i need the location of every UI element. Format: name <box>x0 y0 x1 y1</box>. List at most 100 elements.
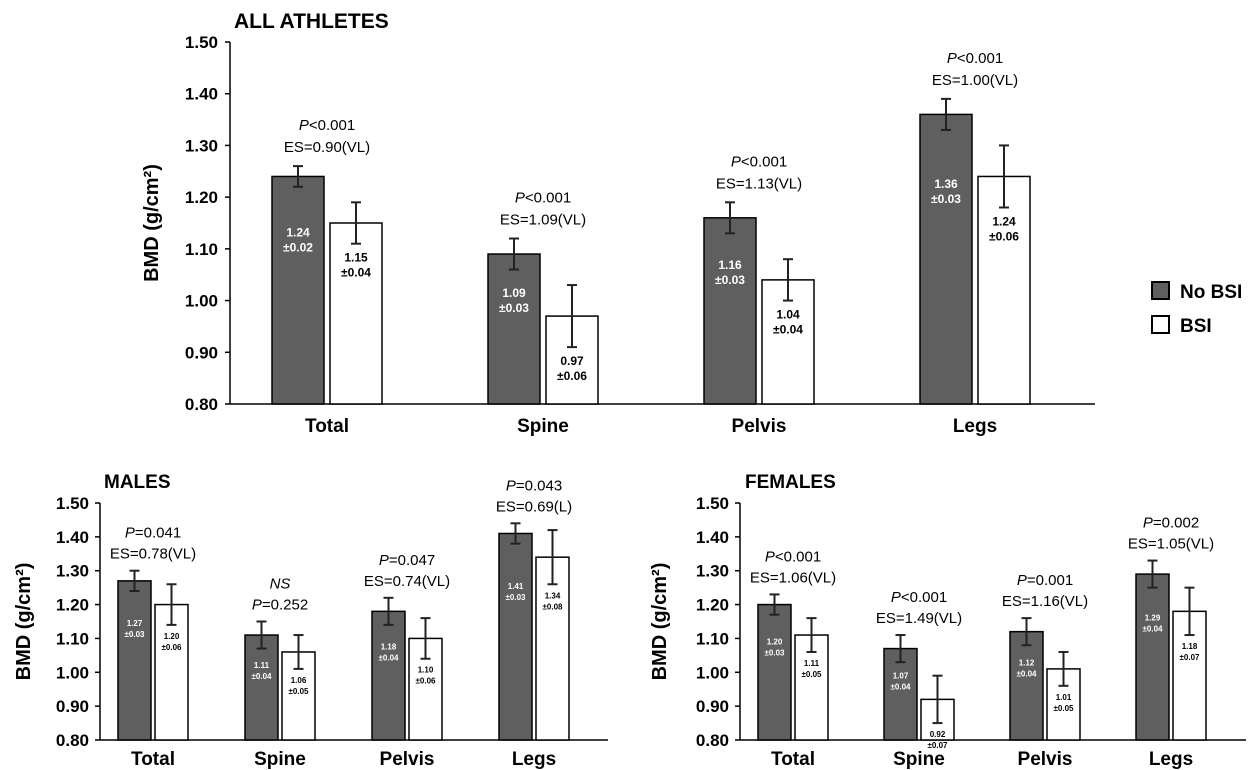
p-value-annotation: P=0.043 <box>506 477 562 494</box>
y-tick-label: 1.40 <box>56 528 89 547</box>
legend-swatch-bsi <box>1151 315 1170 334</box>
legend-label-bsi: BSI <box>1180 316 1212 337</box>
data-label-error: ±0.05 <box>289 687 310 696</box>
chart-panel-0: ALL ATHLETES BMD (g/cm²) 0.80 0.90 1.00 1.10 1… <box>141 10 1095 437</box>
bar-no-bsi <box>703 217 757 405</box>
data-label-error: ±0.08 <box>543 602 564 611</box>
x-tick-label: Spine <box>517 416 569 437</box>
legend: No BSI BSI <box>1151 281 1242 337</box>
effect-size-annotation: ES=0.69(L) <box>496 498 572 515</box>
p-value-annotation: P<0.001 <box>947 50 1003 67</box>
chart-title: ALL ATHLETES <box>234 10 389 33</box>
effect-size-annotation: ES=1.09(VL) <box>500 212 586 229</box>
data-label-error: ±0.04 <box>341 266 371 280</box>
p-value-annotation: P<0.001 <box>765 548 821 565</box>
x-tick-label: Legs <box>953 416 997 437</box>
y-tick-label: 1.20 <box>185 188 218 207</box>
data-label-error: ±0.03 <box>765 648 786 657</box>
bar-no-bsi <box>919 113 973 405</box>
data-label-error: ±0.07 <box>928 741 949 750</box>
data-label-value: 1.34 <box>545 591 561 600</box>
data-label-error: ±0.04 <box>773 323 803 337</box>
y-tick-label: 0.80 <box>696 731 729 750</box>
data-label-value: 1.18 <box>1182 642 1198 651</box>
bar-bsi <box>154 603 189 741</box>
data-label-value: 0.97 <box>560 354 584 368</box>
p-value-annotation: P<0.001 <box>891 589 947 606</box>
data-label-error: ±0.04 <box>1017 669 1038 678</box>
data-label-error: ±0.03 <box>506 593 527 602</box>
data-label-error: ±0.04 <box>252 672 273 681</box>
data-label-error: ±0.06 <box>557 369 587 383</box>
legend-swatch-no-bsi <box>1151 281 1170 300</box>
y-tick-label: 1.30 <box>185 136 218 155</box>
y-tick-label: 1.00 <box>185 292 218 311</box>
data-label-value: 1.24 <box>992 214 1016 228</box>
x-tick-label: Spine <box>893 749 945 770</box>
p-value-annotation: P<0.001 <box>299 117 355 134</box>
y-tick-label: 1.20 <box>696 596 729 615</box>
x-tick-label: Total <box>771 749 815 770</box>
x-tick-label: Legs <box>1149 749 1193 770</box>
data-label-value: 1.24 <box>286 226 310 240</box>
bar-no-bsi <box>271 175 325 405</box>
data-label-error: ±0.03 <box>499 301 529 315</box>
effect-size-annotation: ES=1.13(VL) <box>716 175 802 192</box>
data-label-error: ±0.04 <box>1143 625 1164 634</box>
chart-title: MALES <box>104 472 171 493</box>
effect-size-annotation: ES=1.16(VL) <box>1002 593 1088 610</box>
y-tick-label: 0.90 <box>696 697 729 716</box>
bar-no-bsi <box>117 580 152 741</box>
bar-no-bsi <box>371 610 406 741</box>
y-axis-label: BMD (g/cm²) <box>141 164 163 282</box>
x-tick-label: Legs <box>512 749 556 770</box>
data-label-value: 1.36 <box>934 177 958 191</box>
y-axis-label: BMD (g/cm²) <box>13 563 35 681</box>
bar-bsi <box>977 175 1031 405</box>
y-tick-label: 1.30 <box>56 562 89 581</box>
legend-label-no-bsi: No BSI <box>1180 282 1242 303</box>
bar-no-bsi <box>1135 573 1170 741</box>
bar-no-bsi <box>498 532 533 741</box>
y-tick-label: 1.10 <box>56 629 89 648</box>
bar-bsi <box>329 222 383 405</box>
effect-size-annotation: ES=0.78(VL) <box>110 546 196 563</box>
effect-size-annotation: P=0.252 <box>252 597 308 614</box>
data-label-error: ±0.05 <box>802 670 823 679</box>
chart-title: FEMALES <box>745 472 836 493</box>
p-value-annotation: P<0.001 <box>731 153 787 170</box>
y-tick-label: 1.50 <box>56 494 89 513</box>
data-label-error: ±0.03 <box>715 273 745 287</box>
data-label-error: ±0.06 <box>416 677 437 686</box>
data-label-value: 1.04 <box>776 308 800 322</box>
y-axis-label: BMD (g/cm²) <box>649 563 671 681</box>
p-value-annotation: P=0.041 <box>125 525 181 542</box>
p-value-annotation: P=0.002 <box>1143 515 1199 532</box>
p-value-annotation: NS <box>270 576 291 593</box>
y-tick-label: 1.10 <box>696 629 729 648</box>
y-tick-label: 1.00 <box>696 663 729 682</box>
y-tick-label: 1.20 <box>56 596 89 615</box>
effect-size-annotation: ES=0.74(VL) <box>364 573 450 590</box>
data-label-error: ±0.06 <box>162 643 183 652</box>
data-label-error: ±0.03 <box>931 192 961 206</box>
data-label-error: ±0.06 <box>989 229 1019 243</box>
data-label-value: 1.09 <box>502 286 526 300</box>
effect-size-annotation: ES=1.05(VL) <box>1128 536 1214 553</box>
data-label-value: 1.15 <box>344 251 368 265</box>
data-label-error: ±0.07 <box>1180 653 1201 662</box>
effect-size-annotation: ES=0.90(VL) <box>284 139 370 156</box>
bar-no-bsi <box>1009 630 1044 741</box>
data-label-value: 1.20 <box>767 637 783 646</box>
y-tick-label: 1.50 <box>696 494 729 513</box>
data-label-value: 1.27 <box>127 619 143 628</box>
y-tick-label: 1.40 <box>185 85 218 104</box>
y-tick-label: 0.80 <box>56 731 89 750</box>
y-tick-label: 1.40 <box>696 528 729 547</box>
chart-panel-1: MALES BMD (g/cm²) 0.80 0.90 1.00 1.10 1.20 1.30… <box>13 472 608 770</box>
p-value-annotation: P=0.001 <box>1017 572 1073 589</box>
data-label-value: 1.16 <box>718 258 742 272</box>
x-tick-label: Pelvis <box>1018 749 1073 770</box>
data-label-error: ±0.02 <box>283 241 313 255</box>
